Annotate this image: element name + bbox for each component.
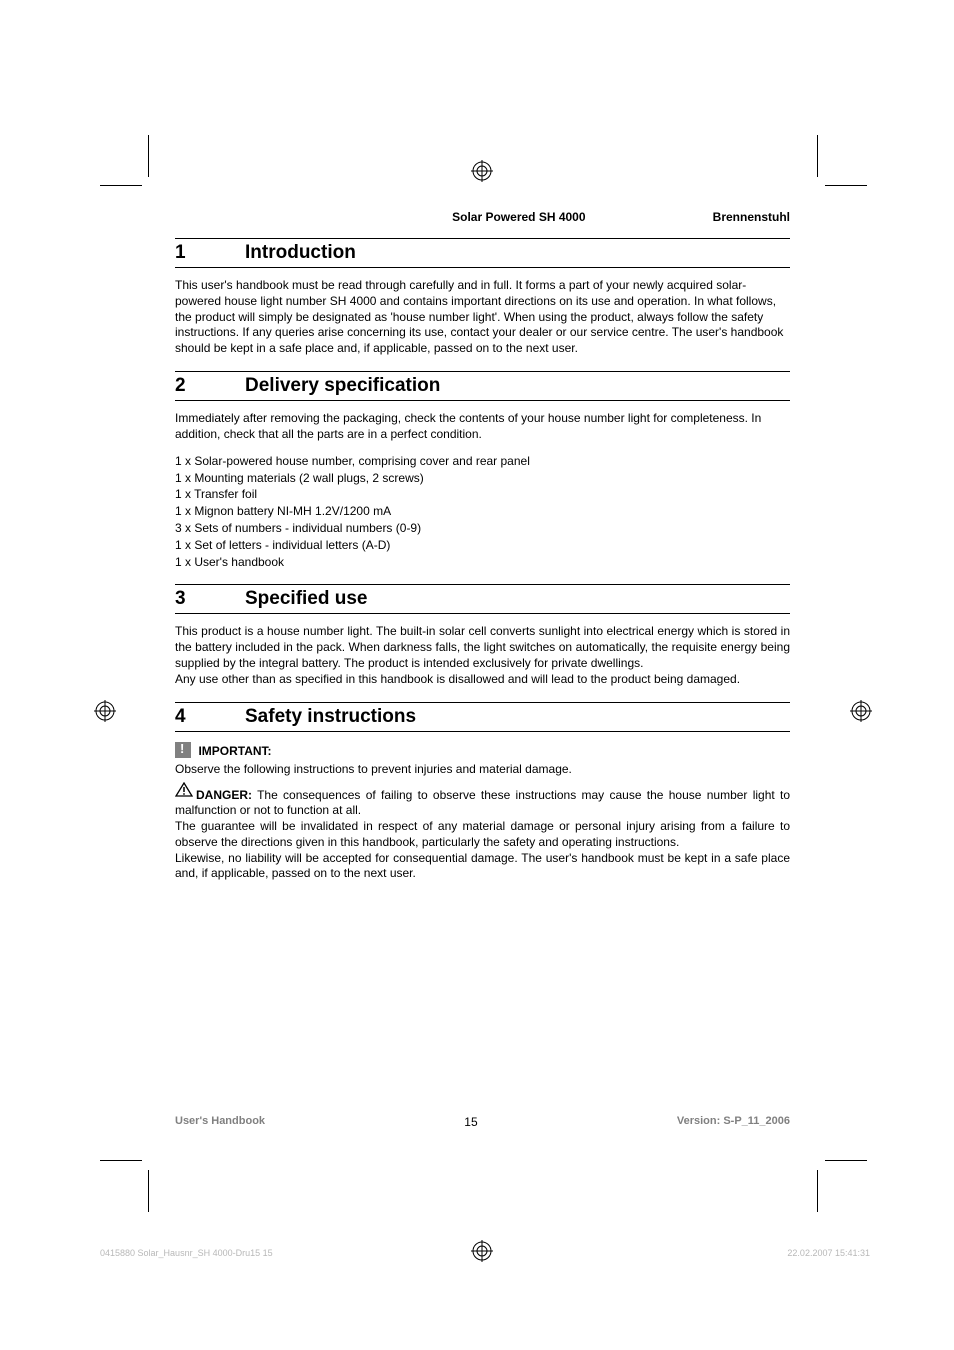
- section-2-heading: 2 Delivery specification: [175, 371, 790, 401]
- registration-mark-icon: [850, 700, 872, 722]
- header-spacer: [175, 210, 325, 224]
- section-title: Introduction: [245, 242, 356, 264]
- important-icon: [175, 742, 191, 758]
- header-title: Solar Powered SH 4000: [452, 210, 585, 224]
- safety-paragraph: The guarantee will be invalidated in res…: [175, 819, 790, 851]
- list-item: 1 x User's handbook: [175, 554, 790, 571]
- crop-mark: [100, 1160, 142, 1161]
- section-number: 3: [175, 588, 245, 610]
- section-title: Specified use: [245, 588, 368, 610]
- list-item: 3 x Sets of numbers - individual numbers…: [175, 520, 790, 537]
- registration-mark-icon: [94, 700, 116, 722]
- slug-filename: 0415880 Solar_Hausnr_SH 4000-Dru15 15: [100, 1248, 273, 1258]
- section-3-paragraph: This product is a house number light. Th…: [175, 624, 790, 671]
- page-content: Solar Powered SH 4000 Brennenstuhl 1 Int…: [175, 210, 790, 892]
- important-text: Observe the following instructions to pr…: [175, 762, 790, 778]
- slug-timestamp: 22.02.2007 15:41:31: [787, 1248, 870, 1258]
- section-number: 4: [175, 706, 245, 728]
- crop-mark: [148, 135, 149, 177]
- print-slug: 0415880 Solar_Hausnr_SH 4000-Dru15 15 22…: [100, 1248, 870, 1258]
- crop-mark: [825, 185, 867, 186]
- crop-mark: [817, 1170, 818, 1212]
- list-item: 1 x Transfer foil: [175, 486, 790, 503]
- crop-mark: [100, 185, 142, 186]
- footer-left: User's Handbook: [175, 1115, 265, 1129]
- safety-paragraph: Likewise, no liability will be accepted …: [175, 851, 790, 883]
- delivery-list: 1 x Solar-powered house number, comprisi…: [175, 453, 790, 571]
- danger-paragraph: DANGER: The consequences of failing to o…: [175, 782, 790, 819]
- danger-label: DANGER:: [196, 787, 252, 801]
- list-item: 1 x Solar-powered house number, comprisi…: [175, 453, 790, 470]
- section-4-heading: 4 Safety instructions: [175, 702, 790, 732]
- section-2-paragraph: Immediately after removing the packaging…: [175, 411, 790, 443]
- registration-mark-icon: [471, 160, 493, 182]
- section-1-heading: 1 Introduction: [175, 238, 790, 268]
- header-brand: Brennenstuhl: [713, 210, 790, 224]
- important-row: IMPORTANT:: [175, 742, 790, 760]
- crop-mark: [817, 135, 818, 177]
- footer-right: Version: S-P_11_2006: [677, 1115, 790, 1129]
- page-footer: User's Handbook 15 Version: S-P_11_2006: [175, 1115, 790, 1129]
- list-item: 1 x Mignon battery NI-MH 1.2V/1200 mA: [175, 503, 790, 520]
- important-label: IMPORTANT:: [198, 743, 271, 757]
- section-3-paragraph: Any use other than as specified in this …: [175, 672, 790, 688]
- list-item: 1 x Set of letters - individual letters …: [175, 537, 790, 554]
- warning-triangle-icon: [175, 782, 193, 802]
- danger-text: The consequences of failing to observe t…: [175, 787, 790, 817]
- section-3-heading: 3 Specified use: [175, 584, 790, 614]
- section-title: Delivery specification: [245, 375, 440, 397]
- footer-page-number: 15: [464, 1115, 477, 1129]
- page-header: Solar Powered SH 4000 Brennenstuhl: [175, 210, 790, 224]
- section-number: 2: [175, 375, 245, 397]
- crop-mark: [825, 1160, 867, 1161]
- crop-mark: [148, 1170, 149, 1212]
- section-title: Safety instructions: [245, 706, 416, 728]
- section-number: 1: [175, 242, 245, 264]
- section-1-paragraph: This user's handbook must be read throug…: [175, 278, 790, 357]
- list-item: 1 x Mounting materials (2 wall plugs, 2 …: [175, 470, 790, 487]
